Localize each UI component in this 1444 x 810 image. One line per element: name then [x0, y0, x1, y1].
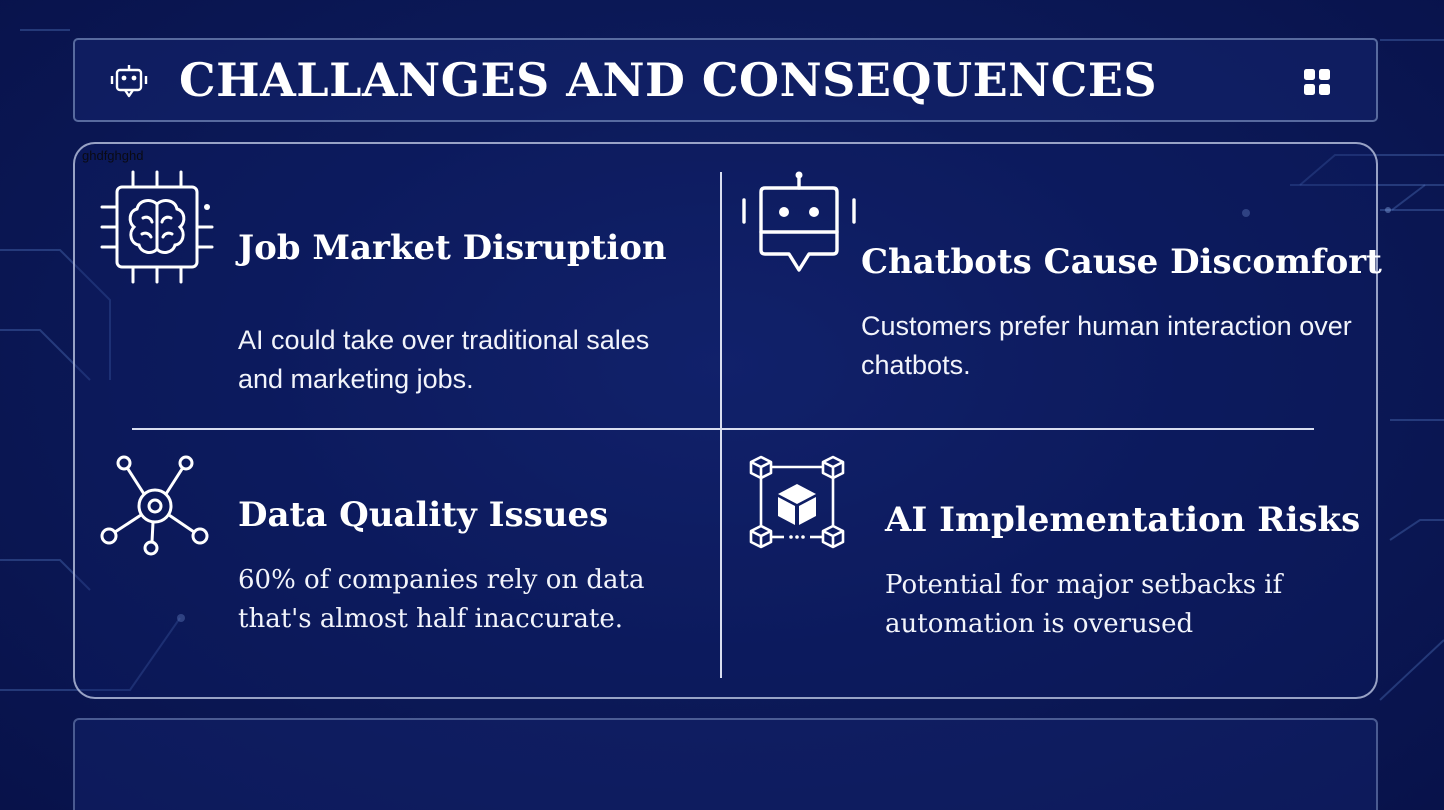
stray-text-label: ghdfghghd — [82, 148, 144, 163]
card-desc-chatbots: Customers prefer human interaction over … — [861, 311, 1352, 380]
chatbot-icon — [110, 65, 148, 98]
card-title-data-quality: Data Quality Issues — [238, 495, 609, 535]
robot-chat-icon — [742, 171, 856, 272]
card-desc-job-market: AI could take over traditional sales and… — [238, 325, 650, 394]
grid-icon[interactable] — [1303, 68, 1331, 96]
content-panel — [73, 142, 1378, 699]
network-hub-icon — [100, 455, 209, 556]
horizontal-divider — [132, 428, 1314, 430]
brain-chip-icon — [100, 170, 214, 284]
vertical-divider — [720, 172, 722, 678]
card-title-job-market: Job Market Disruption — [238, 228, 667, 268]
card-desc-implementation: Potential for major setbacks if automati… — [885, 570, 1283, 639]
cube-network-icon — [749, 455, 845, 549]
title-bar: CHALLANGES AND CONSEQUENCES — [73, 38, 1378, 122]
bottom-bar — [73, 718, 1378, 810]
page-title: CHALLANGES AND CONSEQUENCES — [179, 53, 1158, 107]
card-title-chatbots: Chatbots Cause Discomfort — [861, 242, 1382, 282]
card-desc-data-quality: 60% of companies rely on data that's alm… — [238, 565, 645, 634]
card-title-implementation: AI Implementation Risks — [885, 500, 1361, 540]
